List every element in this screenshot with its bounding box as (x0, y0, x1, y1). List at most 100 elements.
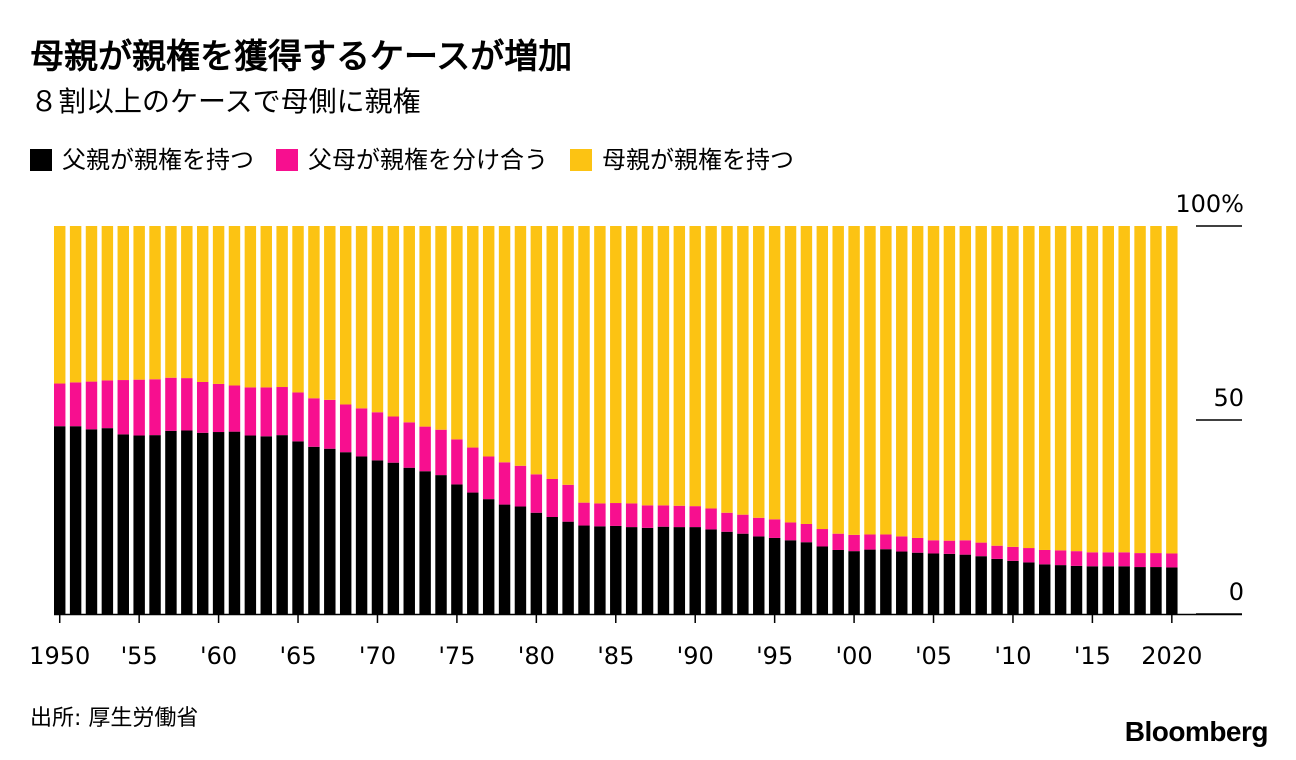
bar-1952-series-0 (85, 429, 98, 614)
bar-1965-series-0 (292, 441, 304, 614)
bar-1993-series-2 (737, 226, 749, 515)
bar-1959-series-0 (196, 432, 209, 614)
bar-2014-series-2 (1070, 226, 1083, 552)
bar-1958-series-2 (181, 226, 193, 379)
x-tick-label-1975: '75 (438, 642, 475, 670)
bar-1975-series-0 (451, 484, 463, 614)
bar-2018-series-2 (1134, 226, 1146, 554)
bar-1979-series-0 (514, 506, 527, 614)
bar-2002-series-0 (880, 549, 892, 614)
bar-1951-series-2 (69, 226, 82, 383)
y-axis: 100% 50 0 (1175, 190, 1244, 615)
bar-1961-series-2 (228, 226, 241, 386)
bar-1961-series-1 (228, 385, 241, 432)
bar-1989-series-0 (673, 527, 686, 614)
chart-subtitle: ８割以上のケースで母側に親権 (30, 85, 421, 118)
bar-1979-series-1 (514, 465, 527, 507)
bar-2008-series-2 (975, 226, 987, 543)
x-tick-label-2015: '15 (1074, 642, 1111, 670)
x-tick-label-2020: 2020 (1141, 642, 1202, 670)
bar-1990-series-0 (689, 527, 701, 614)
bar-1978-series-1 (498, 462, 511, 505)
bar-1976-series-2 (467, 226, 479, 448)
bar-1992-series-0 (721, 531, 733, 614)
bar-1956-series-0 (149, 435, 161, 614)
bar-1950-series-0 (54, 426, 66, 614)
bar-1973-series-2 (419, 226, 431, 427)
bar-2006-series-2 (943, 226, 956, 541)
bar-2009-series-1 (991, 545, 1003, 559)
bloomberg-logo: Bloomberg (1124, 716, 1269, 747)
bar-1954-series-1 (117, 380, 129, 435)
bar-1953-series-2 (101, 226, 114, 381)
bar-1957-series-1 (165, 377, 177, 431)
bar-1994-series-1 (753, 517, 765, 537)
bar-1983-series-2 (578, 226, 590, 503)
bar-1980-series-1 (530, 474, 543, 513)
bar-1962-series-1 (244, 387, 257, 436)
bar-2016-series-2 (1102, 226, 1114, 553)
bar-1998-series-1 (816, 529, 829, 547)
bar-1955-series-2 (133, 226, 145, 380)
bar-1952-series-1 (85, 381, 98, 430)
bar-1974-series-2 (435, 226, 447, 430)
bar-1971-series-2 (387, 226, 400, 417)
bar-1993-series-0 (737, 533, 749, 614)
bar-1983-series-0 (578, 525, 590, 614)
legend-item-mother: 母親が親権を持つ (570, 148, 794, 172)
bar-1954-series-2 (117, 226, 129, 381)
bar-1969-series-2 (355, 226, 368, 409)
bar-1984-series-1 (594, 503, 606, 527)
bar-2005-series-2 (927, 226, 940, 541)
bar-2008-series-1 (975, 542, 987, 557)
bar-2015-series-1 (1086, 552, 1099, 567)
bar-2001-series-0 (864, 549, 876, 614)
bar-1992-series-2 (721, 226, 733, 513)
bar-1971-series-1 (387, 416, 400, 463)
bar-2016-series-0 (1102, 566, 1114, 614)
bar-2017-series-2 (1118, 226, 1130, 553)
bar-2001-series-2 (864, 226, 876, 535)
bar-1968-series-0 (339, 452, 352, 614)
bar-1954-series-0 (117, 434, 129, 614)
bar-1956-series-2 (149, 226, 161, 380)
bar-2013-series-0 (1054, 565, 1067, 614)
bar-2000-series-1 (848, 534, 860, 552)
bar-1997-series-0 (800, 542, 813, 614)
bar-1950-series-2 (54, 226, 66, 384)
bar-1959-series-2 (196, 226, 209, 382)
bar-1951-series-0 (69, 426, 82, 614)
bar-1985-series-0 (610, 525, 622, 614)
bar-1965-series-2 (292, 226, 304, 393)
bar-1962-series-2 (244, 226, 257, 388)
x-tick-label-2000: '00 (836, 642, 873, 670)
bar-2004-series-0 (911, 552, 924, 614)
bar-1991-series-0 (705, 529, 717, 614)
bar-1986-series-2 (625, 226, 638, 504)
bar-1994-series-0 (753, 536, 765, 614)
legend-label-mother: 母親が親権を持つ (602, 146, 794, 174)
bar-1966-series-0 (308, 446, 320, 614)
bar-1974-series-1 (435, 429, 447, 476)
legend-item-joint: 父母が親権を分け合う (276, 148, 548, 172)
bar-2014-series-1 (1070, 551, 1083, 566)
legend-label-father: 父親が親権を持つ (62, 146, 254, 174)
bar-1963-series-2 (260, 226, 272, 388)
bar-1981-series-0 (546, 517, 558, 614)
bar-2002-series-2 (880, 226, 892, 535)
bar-2012-series-1 (1039, 549, 1051, 565)
bar-2020-series-2 (1166, 226, 1178, 554)
x-axis: 1950 '55 '60 '65 '70 '75 '80 '85 '90 '95 '00 '05 '10… (29, 613, 1242, 670)
bar-2011-series-2 (1023, 226, 1035, 549)
bar-2000-series-0 (848, 551, 860, 614)
bar-2005-series-0 (927, 553, 940, 614)
bar-1964-series-1 (276, 387, 288, 436)
bar-1966-series-2 (308, 226, 320, 399)
bar-2007-series-1 (959, 540, 972, 555)
bar-2017-series-0 (1118, 566, 1130, 614)
bar-1957-series-2 (165, 226, 177, 378)
bar-1980-series-2 (530, 226, 543, 475)
bar-2017-series-1 (1118, 552, 1130, 567)
bar-1991-series-2 (705, 226, 717, 509)
bar-1968-series-1 (339, 404, 352, 453)
